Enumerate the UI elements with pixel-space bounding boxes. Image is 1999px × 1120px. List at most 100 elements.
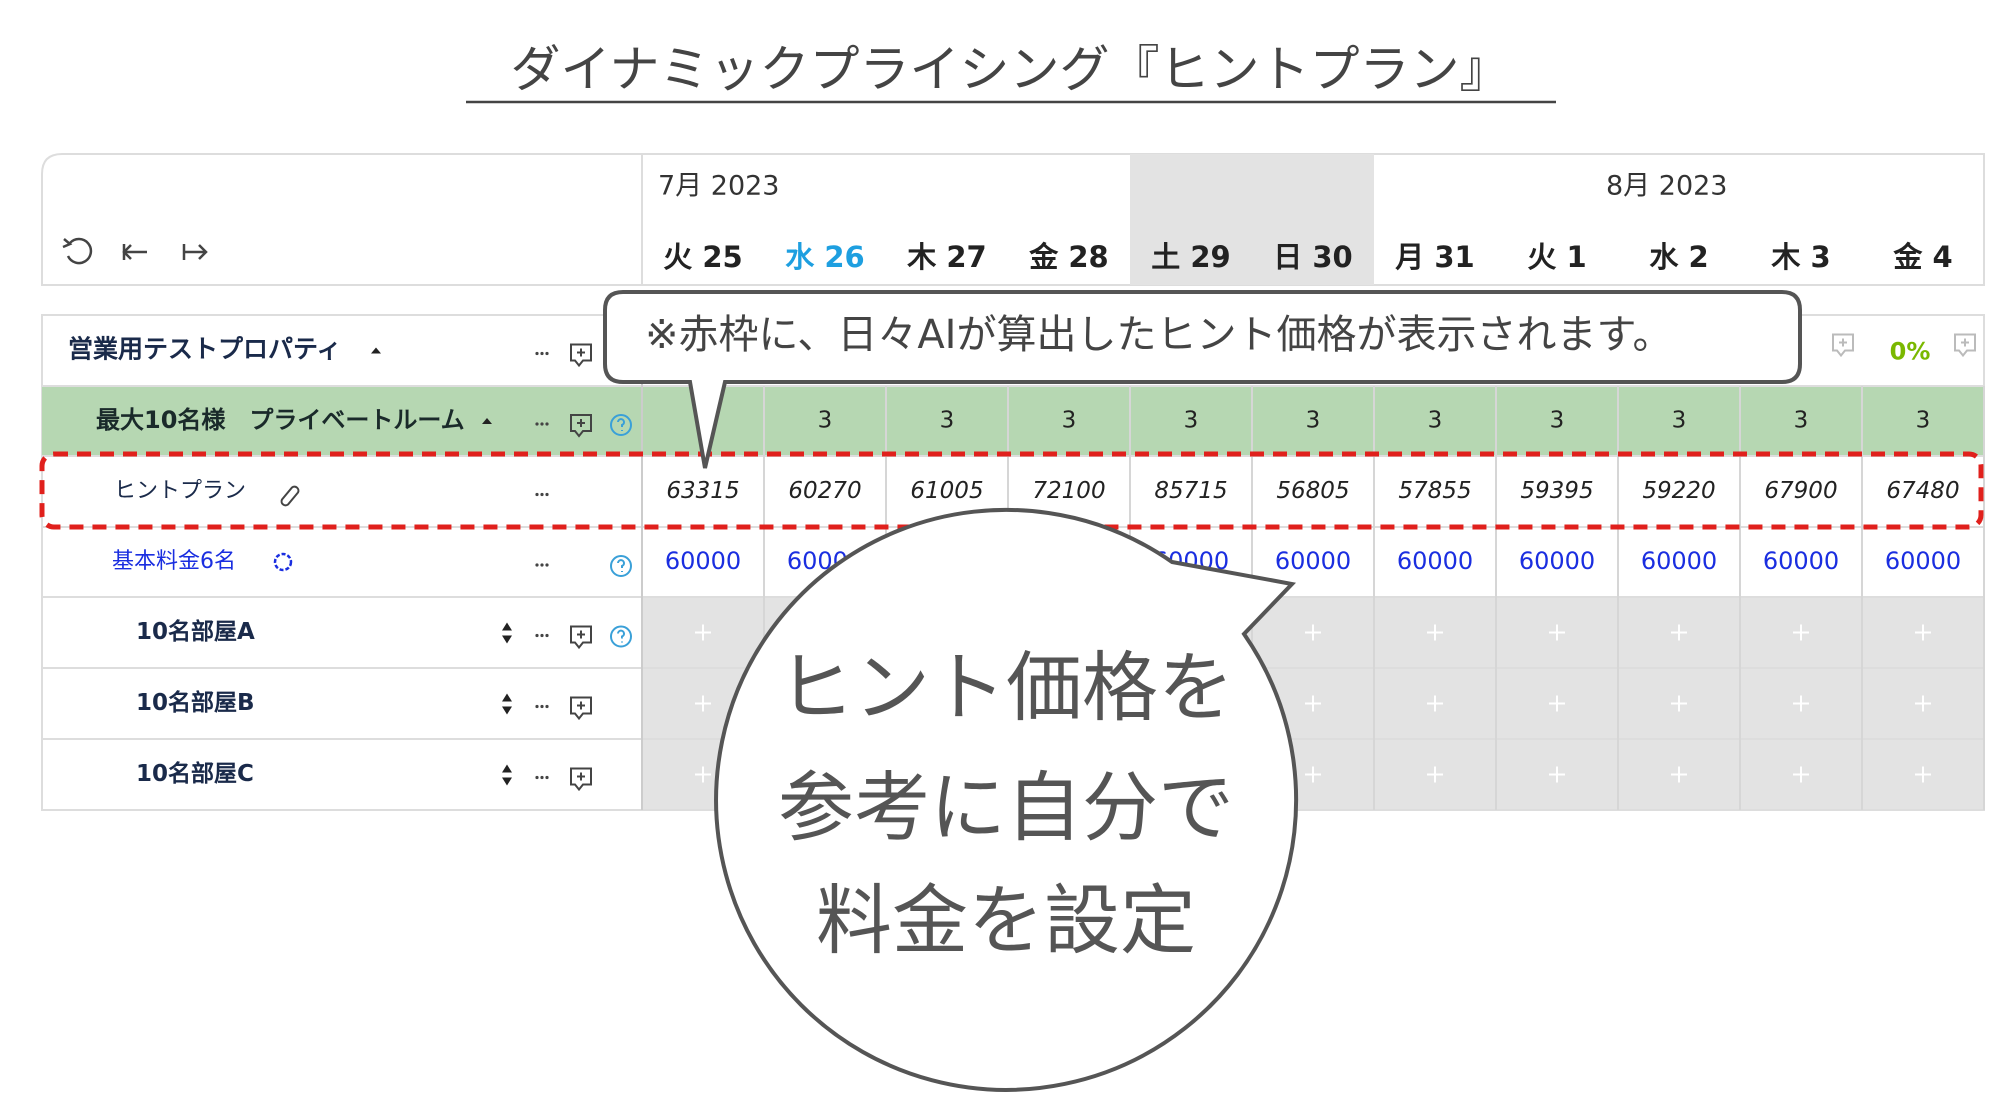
room-count: 3 — [940, 408, 955, 434]
comment-icon[interactable] — [1832, 333, 1854, 358]
add-cell-icon[interactable] — [1671, 695, 1687, 712]
help-mark — [617, 629, 625, 643]
undo-icon[interactable] — [62, 237, 93, 265]
comment-icon[interactable] — [570, 625, 592, 650]
help-icon[interactable] — [610, 625, 632, 648]
hint-plan-name: ヒントプラン — [114, 479, 246, 504]
callout-text: ※赤枠に、日々AIが算出したヒント価格が表示されます。 — [645, 312, 1672, 358]
link-icon[interactable] — [280, 485, 300, 507]
bubble-text: ヒント価格を — [778, 643, 1234, 732]
base-price: 60000 — [1885, 547, 1961, 575]
add-cell-icon[interactable] — [1793, 624, 1809, 641]
menu-dot — [540, 351, 544, 356]
add-cell-icon[interactable] — [695, 624, 711, 641]
settings-icon[interactable] — [273, 552, 293, 572]
date-header: 金 4 — [1892, 240, 1952, 274]
date-header: 水 2 — [1649, 240, 1708, 274]
sort-icon[interactable] — [502, 693, 512, 715]
add-cell-icon[interactable] — [695, 766, 711, 783]
sort-icon[interactable] — [502, 622, 512, 644]
comment-icon[interactable] — [570, 696, 592, 721]
help-icon[interactable] — [610, 414, 632, 436]
comment-icon[interactable] — [1954, 333, 1976, 358]
menu-dot — [535, 775, 539, 780]
add-cell-icon[interactable] — [1915, 624, 1931, 641]
add-cell-icon[interactable] — [1549, 766, 1565, 783]
menu-dot — [540, 775, 544, 780]
month-label: 7月 2023 — [658, 171, 779, 202]
property-name: 営業用テストプロパティ — [68, 335, 342, 364]
room-count: 3 — [1184, 408, 1199, 434]
base-price: 60000 — [1641, 547, 1717, 575]
base-price: 60000 — [1519, 547, 1595, 575]
base-price: 60000 — [1763, 547, 1839, 575]
date-header: 土 29 — [1151, 240, 1230, 274]
hint-price: 63315 — [666, 478, 739, 504]
hint-price: 57855 — [1398, 478, 1471, 504]
hint-price: 59220 — [1642, 478, 1715, 504]
property-cell: 0% — [1890, 338, 1931, 366]
add-cell-icon[interactable] — [1427, 695, 1443, 712]
prev-icon[interactable] — [122, 244, 147, 260]
menu-dot — [545, 492, 549, 497]
add-cell-icon[interactable] — [1305, 624, 1321, 641]
menu-dot — [545, 563, 549, 567]
comment-icon[interactable] — [570, 767, 592, 792]
date-header: 火 1 — [1527, 240, 1586, 274]
room-count: 3 — [1672, 408, 1687, 434]
hint-price: 61005 — [910, 478, 983, 504]
caret[interactable] — [371, 347, 381, 354]
red-frame — [39, 451, 1984, 530]
bubble-text: 料金を設定 — [816, 876, 1196, 965]
menu-dot — [535, 563, 539, 567]
room-count: 3 — [1428, 408, 1443, 434]
next-icon[interactable] — [182, 244, 208, 260]
bubble-text: 参考に自分で — [778, 763, 1234, 852]
menu-dot — [535, 633, 539, 638]
comment-icon[interactable] — [570, 343, 592, 368]
hint-price: 59395 — [1520, 478, 1593, 504]
add-cell-icon[interactable] — [695, 695, 711, 712]
callout-box — [603, 290, 1802, 469]
help-icon[interactable] — [610, 555, 632, 577]
comment-icon[interactable] — [570, 414, 592, 438]
add-cell-icon[interactable] — [1915, 766, 1931, 783]
sort-icon[interactable] — [502, 764, 512, 786]
menu-dot — [540, 633, 544, 638]
add-cell-icon[interactable] — [1793, 695, 1809, 712]
add-cell-icon[interactable] — [1305, 766, 1321, 783]
room-count: 3 — [1550, 408, 1565, 434]
add-cell-icon[interactable] — [1671, 766, 1687, 783]
room-count: 3 — [1794, 408, 1809, 434]
help-mark — [617, 418, 625, 431]
add-cell-icon[interactable] — [1915, 695, 1931, 712]
menu-dot — [540, 563, 544, 567]
add-cell-icon[interactable] — [1549, 695, 1565, 712]
room-name: 10名部屋A — [136, 618, 255, 645]
help-mark — [617, 559, 625, 572]
weekend-header — [1252, 154, 1374, 285]
caret[interactable] — [482, 418, 492, 424]
hint-price: 67480 — [1886, 478, 1959, 504]
menu-dot — [535, 492, 539, 497]
add-cell-icon[interactable] — [1305, 695, 1321, 712]
hint-price: 67900 — [1764, 478, 1837, 504]
date-header: 月 31 — [1394, 240, 1474, 274]
menu-dot — [545, 704, 549, 709]
add-cell-icon[interactable] — [1671, 624, 1687, 641]
hint-price: 60270 — [788, 478, 861, 504]
add-cell-icon[interactable] — [1793, 766, 1809, 783]
add-cell-icon[interactable] — [1549, 624, 1565, 641]
add-cell-icon[interactable] — [1427, 624, 1443, 641]
hint-price: 56805 — [1276, 478, 1349, 504]
menu-dot — [535, 704, 539, 709]
menu-dot — [535, 351, 539, 356]
menu-dot — [545, 775, 549, 780]
add-cell-icon[interactable] — [1427, 766, 1443, 783]
overlay: ※赤枠に、日々AIが算出したヒント価格が表示されます。ヒント価格を参考に自分で料… — [39, 290, 1984, 1092]
menu-dot — [540, 422, 544, 426]
menu-dot — [545, 422, 549, 426]
menu-dot — [540, 492, 544, 497]
